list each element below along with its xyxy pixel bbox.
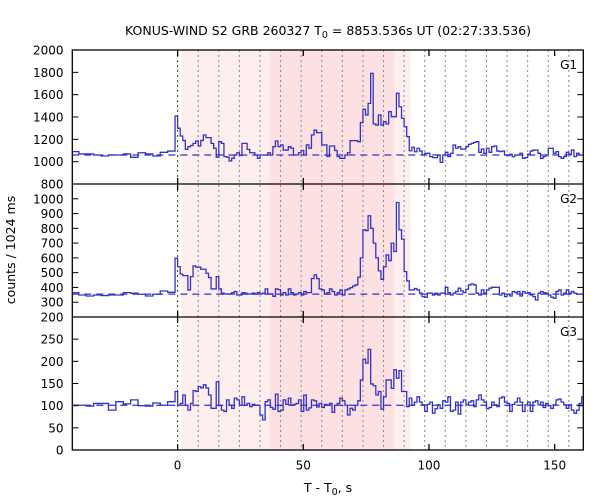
y-axis-label: counts / 1024 ms [3,196,18,304]
x-tick-label: 150 [543,459,566,473]
y-tick-label: 50 [48,421,63,435]
chart-title-main: KONUS-WIND S2 GRB 260327 T [125,23,322,38]
x-tick-label: 0 [174,459,182,473]
chart-title-rest: = 8853.536s UT (02:27:33.536) [328,23,531,38]
plot-area: 800100012001400160018002000G120030040050… [33,44,584,473]
g3-light-curve [72,348,584,421]
y-tick-label: 800 [41,222,64,236]
y-tick-label: 1000 [33,155,64,169]
plot-frame [71,49,584,451]
y-tick-label: 200 [41,311,64,325]
x-tick-label: 100 [418,459,441,473]
y-tick-label: 250 [41,333,64,347]
y-tick-label: 1600 [33,88,64,102]
y-tick-label: 2000 [33,44,64,58]
y-tick-label: 700 [41,237,64,251]
y-tick-label: 200 [41,355,64,369]
y-tick-label: 1000 [33,192,64,206]
y-tick-label: 150 [41,377,64,391]
panel-label: G1 [560,58,577,72]
y-tick-label: 400 [41,281,64,295]
x-tick-label: 50 [296,459,311,473]
x-axis-label-rest: , s [338,480,352,495]
panel-g3: 0 50 100 150 200 250 G3 [41,325,584,458]
y-tick-label: 800 [41,178,64,192]
y-tick-label: 0 [56,444,64,458]
chart-title: KONUS-WIND S2 GRB 260327 T0 = 8853.536s … [125,23,531,41]
chart-title-subscript: 0 [322,30,328,41]
panel-g1: 800 1000 1200 1400 1600 1800 2000 G1 [33,44,584,192]
y-tick-label: 900 [41,207,64,221]
y-tick-label: 1400 [33,111,64,125]
x-axis-label: T - T0, s [303,480,352,498]
y-tick-label: 300 [41,296,64,310]
g1-light-curve [72,72,584,163]
panel-label: G3 [560,325,577,339]
g2-light-curve [72,201,584,301]
panel-label: G2 [560,192,577,206]
y-tick-label: 100 [41,399,64,413]
y-tick-label: 500 [41,266,64,280]
x-axis-label-main: T - T [303,480,332,495]
y-tick-label: 600 [41,251,64,265]
y-tick-label: 1200 [33,133,64,147]
y-tick-label: 1800 [33,66,64,80]
x-axis-label-subscript: 0 [332,487,338,498]
